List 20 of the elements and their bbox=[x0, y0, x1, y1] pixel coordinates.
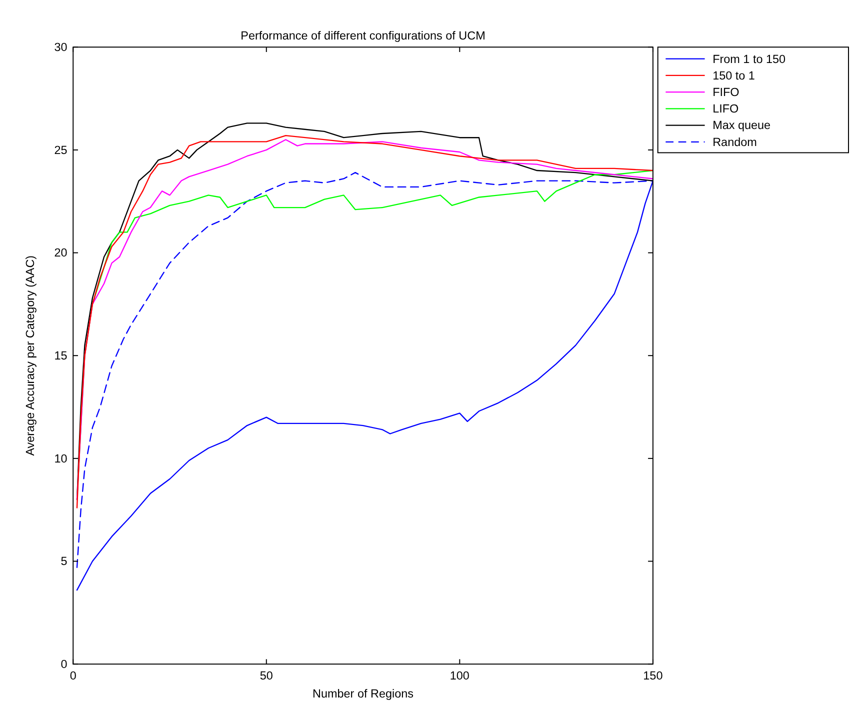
y-tick-label: 5 bbox=[60, 555, 68, 568]
y-tick-label: 30 bbox=[54, 41, 68, 54]
x-axis-title: Number of Regions bbox=[312, 687, 414, 700]
y-axis-title: Average Accuracy per Category (AAC) bbox=[24, 255, 38, 456]
legend-label: 150 to 1 bbox=[712, 69, 755, 82]
y-tick-label: 20 bbox=[54, 246, 68, 260]
y-tick-label: 15 bbox=[54, 350, 68, 363]
legend-label: FIFO bbox=[712, 86, 740, 99]
x-tick-label: 50 bbox=[260, 670, 274, 683]
legend-label: LIFO bbox=[712, 102, 739, 116]
y-tick-label: 0 bbox=[60, 658, 68, 671]
chart-title: Performance of different configurations of UCM bbox=[240, 29, 486, 42]
legend-label: Random bbox=[712, 136, 757, 149]
y-tick-label: 25 bbox=[54, 144, 68, 157]
x-tick-label: 100 bbox=[450, 670, 470, 683]
legend-label: Max queue bbox=[712, 119, 771, 132]
x-tick-label: 0 bbox=[70, 670, 77, 683]
x-tick-label: 150 bbox=[643, 670, 664, 683]
y-tick-label: 10 bbox=[54, 452, 68, 466]
legend-label: From 1 to 150 bbox=[712, 52, 786, 66]
